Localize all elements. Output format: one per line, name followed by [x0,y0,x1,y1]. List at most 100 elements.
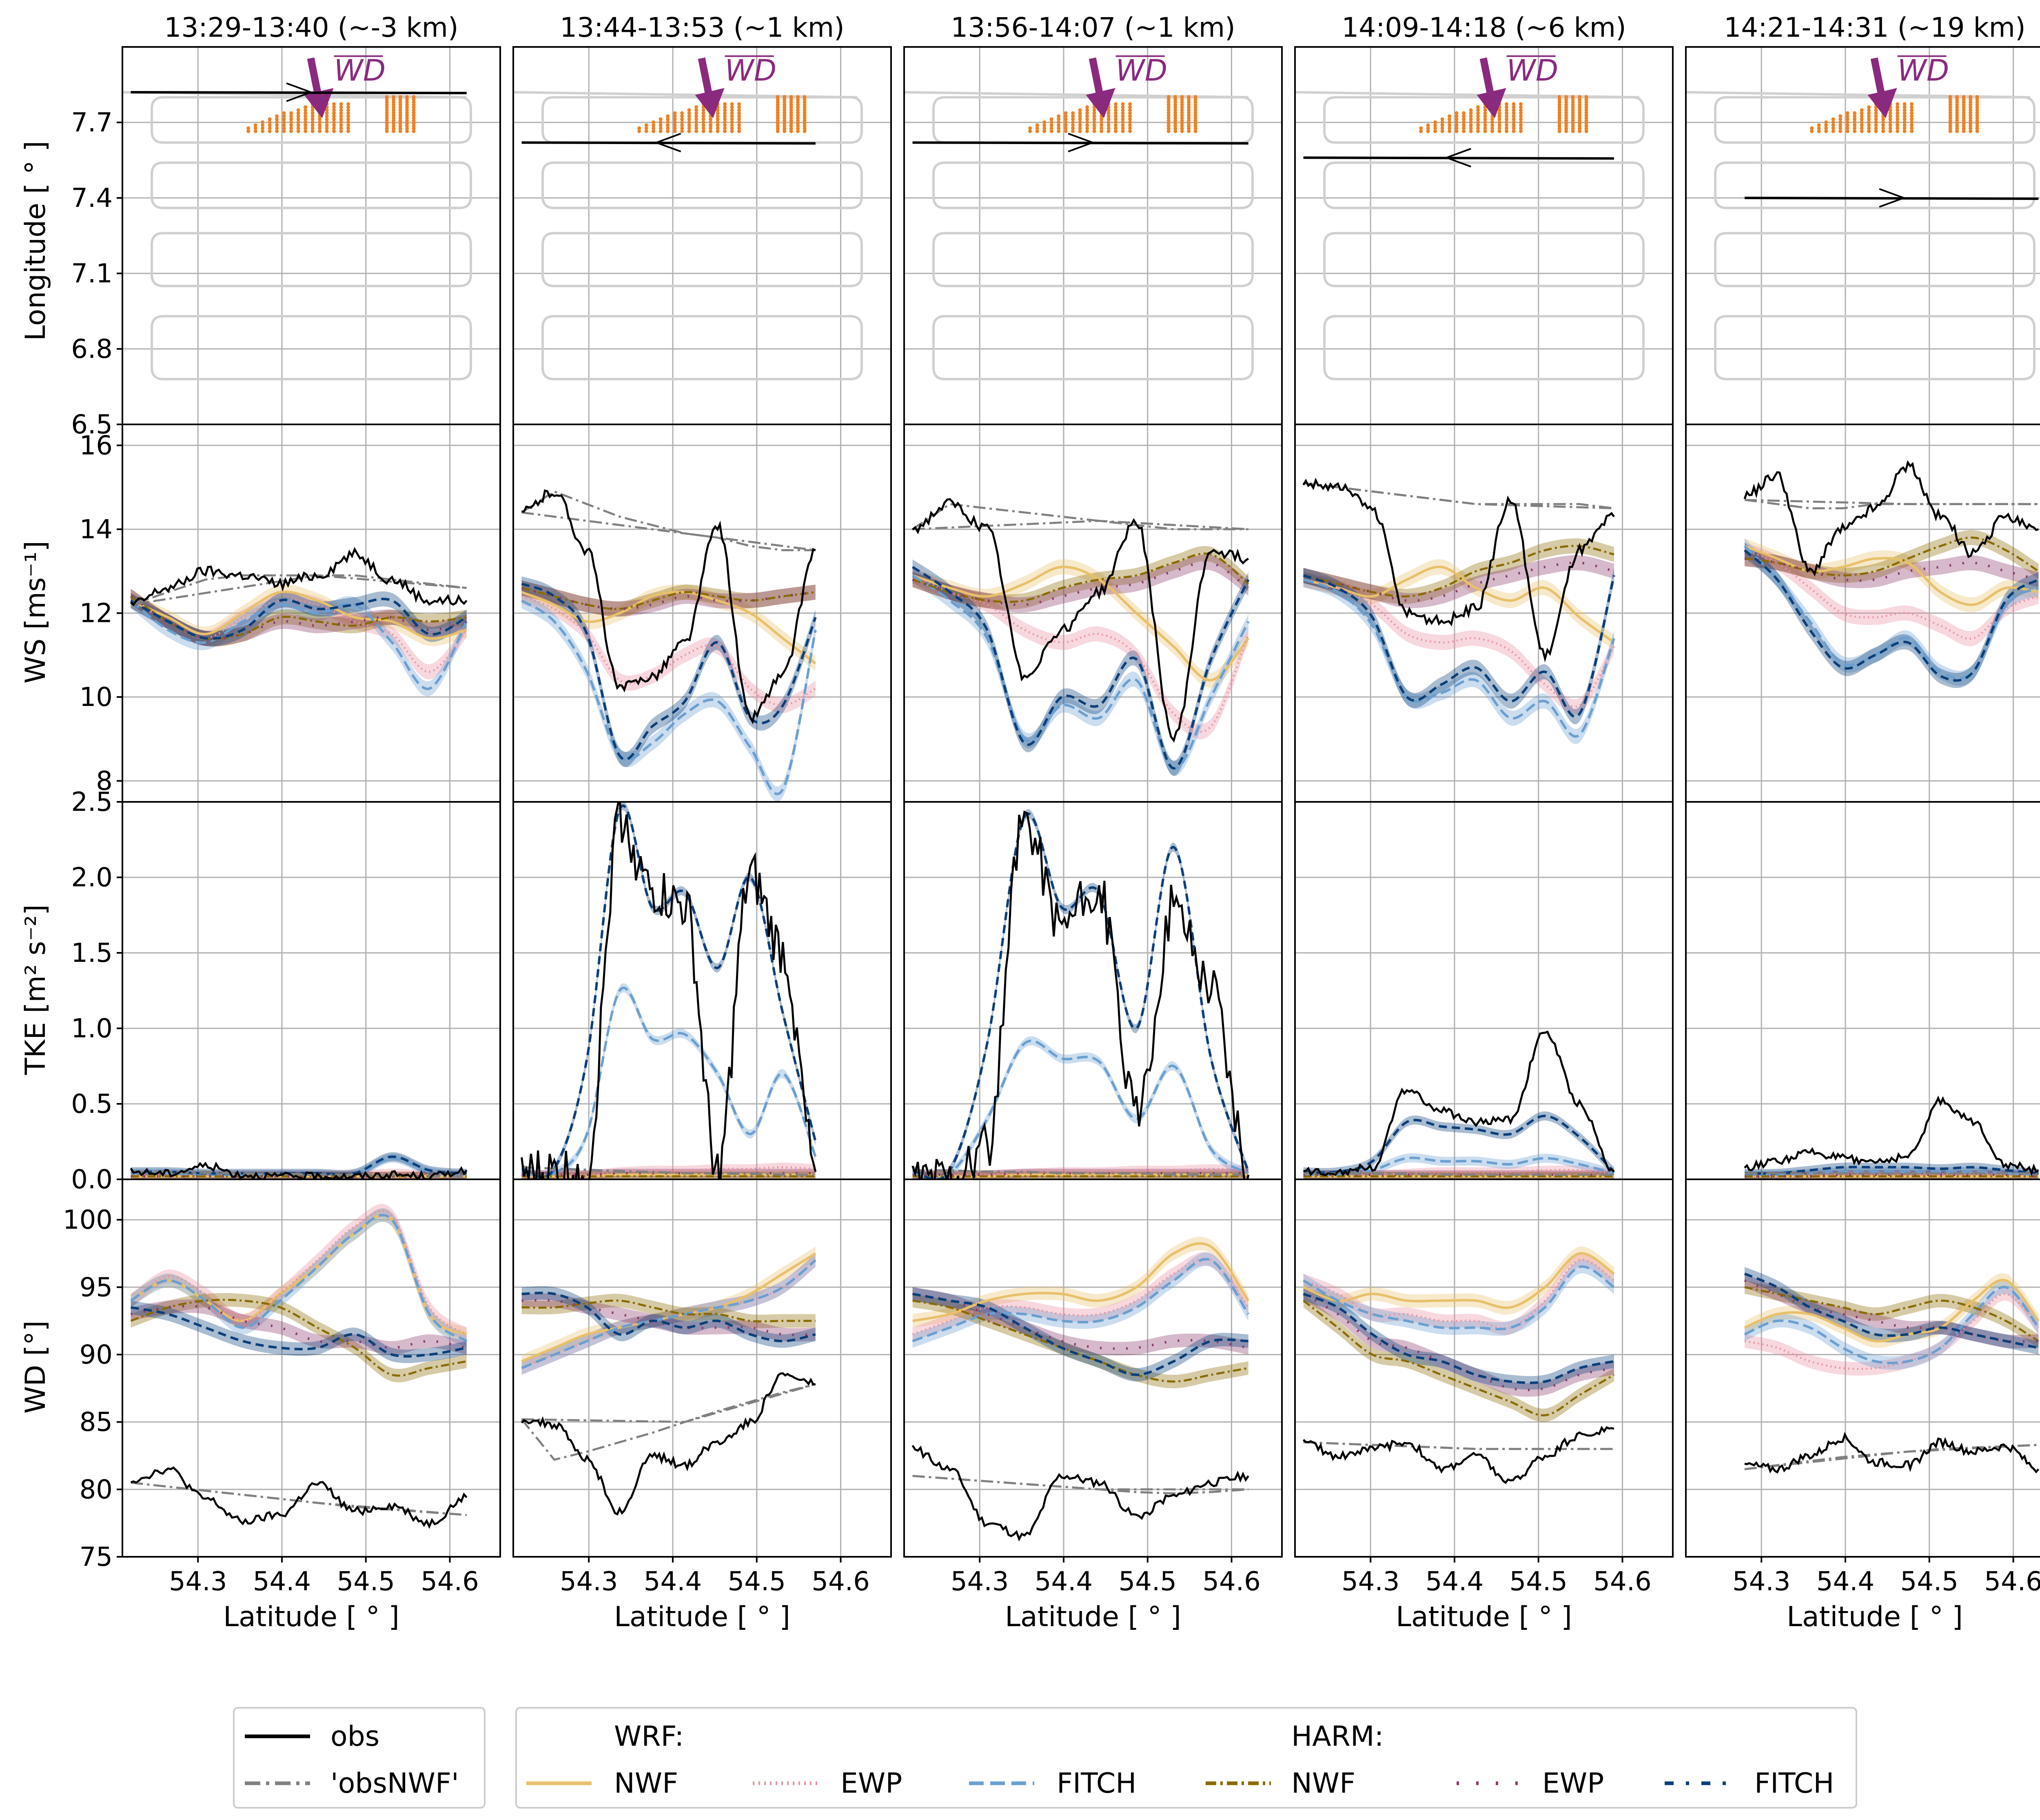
turbine-dot [1578,95,1582,99]
background-track [541,161,863,209]
wind-arrow-head [1867,88,1897,118]
turbine-dot [1969,119,1973,123]
turbine-dot [1584,100,1588,104]
turbine-dot [796,119,800,123]
turbine-dot [325,108,329,112]
panel-title: 13:56-14:07 (~1 km) [951,12,1235,43]
band-wrf-fitch [131,593,467,697]
turbine-dot [1187,111,1191,115]
turbine-dot [659,126,663,130]
turbine-dot [1035,129,1039,133]
plot-area [911,809,1250,1179]
line-wrf-fitch [1303,578,1615,738]
turbine-dot [392,113,396,118]
turbine-dot [1896,120,1900,124]
turbine-dot [783,113,787,118]
line-harm-fitch [130,597,468,640]
turbine-dot [385,121,389,125]
turbine-dot [737,102,741,106]
line-obsnwf [1303,1441,1614,1450]
turbine-dot [1078,120,1082,124]
turbine-dot [318,126,322,130]
panel-3: 13:56-14:07 (~1 km) WD 54.3 54.4 54.5 54.6 Lat… [903,12,1283,1633]
plot-area [130,1204,468,1529]
turbine-dot [1975,127,1979,131]
turbine-dot [318,129,322,133]
turbine-dot [1497,120,1501,124]
turbine-dot [1571,98,1575,102]
turbine-dot [1100,117,1104,121]
turbine-dot [1955,113,1959,118]
turbine-dot [1490,120,1495,124]
x-tick-label: 54.5 [728,1567,786,1597]
turbine-dot [1948,129,1952,133]
turbine-dot [1166,119,1171,123]
line-harm-fitch [521,1292,816,1343]
turbine-dot [1064,126,1068,130]
turbine-dot [1975,129,1979,133]
turbine-dot [1948,113,1952,118]
turbine-dot [1085,123,1089,127]
turbine-dot [412,124,416,128]
band-harm-ewp [912,1287,1248,1356]
panel-4-row-track: WD [1294,46,1674,425]
turbine-dot [304,111,308,115]
turbine-dot [1469,123,1473,127]
turbine-dot [1483,111,1487,115]
turbine-dot [730,108,734,112]
turbine-dot [1817,129,1821,133]
turbine-dot [1845,120,1849,124]
turbine-dot [1440,126,1444,130]
turbine-dot [1440,123,1444,127]
turbine-dot [803,111,807,115]
axes-frame [903,1179,1283,1558]
turbine-dot [723,120,727,124]
background-track [1714,96,2036,144]
turbine-dot [1955,100,1959,104]
x-tick-label: 54.3 [169,1567,227,1597]
band-wrf-fitch [131,1208,467,1348]
line-harm-fitch [131,1306,467,1358]
wind-direction-label: WD [1507,53,1559,88]
x-tick-label: 54.6 [1984,1567,2040,1597]
turbine-dot [261,126,265,130]
turbine-dot [1584,98,1588,102]
turbine-dot [1564,98,1568,102]
turbine-dot [1860,123,1864,127]
turbine-dot [680,111,684,115]
turbine-dot [1860,129,1864,133]
legend-box-models [515,1707,1857,1809]
wind-farm [637,95,807,133]
turbine-dot [412,116,416,120]
turbine-dot [1462,111,1466,115]
turbine-dot [1173,103,1177,107]
turbine-dot [1166,129,1171,133]
turbine-dot [1881,123,1885,127]
turbine-dot [1948,105,1952,109]
turbine-dot [1584,103,1588,107]
turbine-dot [1128,123,1132,127]
turbine-dot [666,126,670,130]
turbine-dot [1874,111,1878,115]
turbine-dot [783,105,787,109]
turbine-dot [405,119,409,123]
turbine-dot [268,120,272,124]
turbine-dot [1962,127,1966,131]
turbine-dot [1114,111,1118,115]
turbine-dot [1042,129,1047,133]
turbine-dot [1114,117,1118,121]
turbine-dot [304,117,308,121]
turbine-dot [1193,103,1197,107]
y-tick-label: 7.7 [71,108,113,138]
turbine-dot [296,126,300,130]
turbine-dot [412,98,416,102]
plot-area [521,489,817,802]
turbine-dot [1860,114,1864,118]
turbine-dot [289,126,293,130]
turbine-dot [346,111,350,115]
turbine-dot [1505,120,1509,124]
band-harm-fitch [131,1301,467,1363]
line-obsnwf [521,490,816,551]
turbine-dot [405,95,409,99]
